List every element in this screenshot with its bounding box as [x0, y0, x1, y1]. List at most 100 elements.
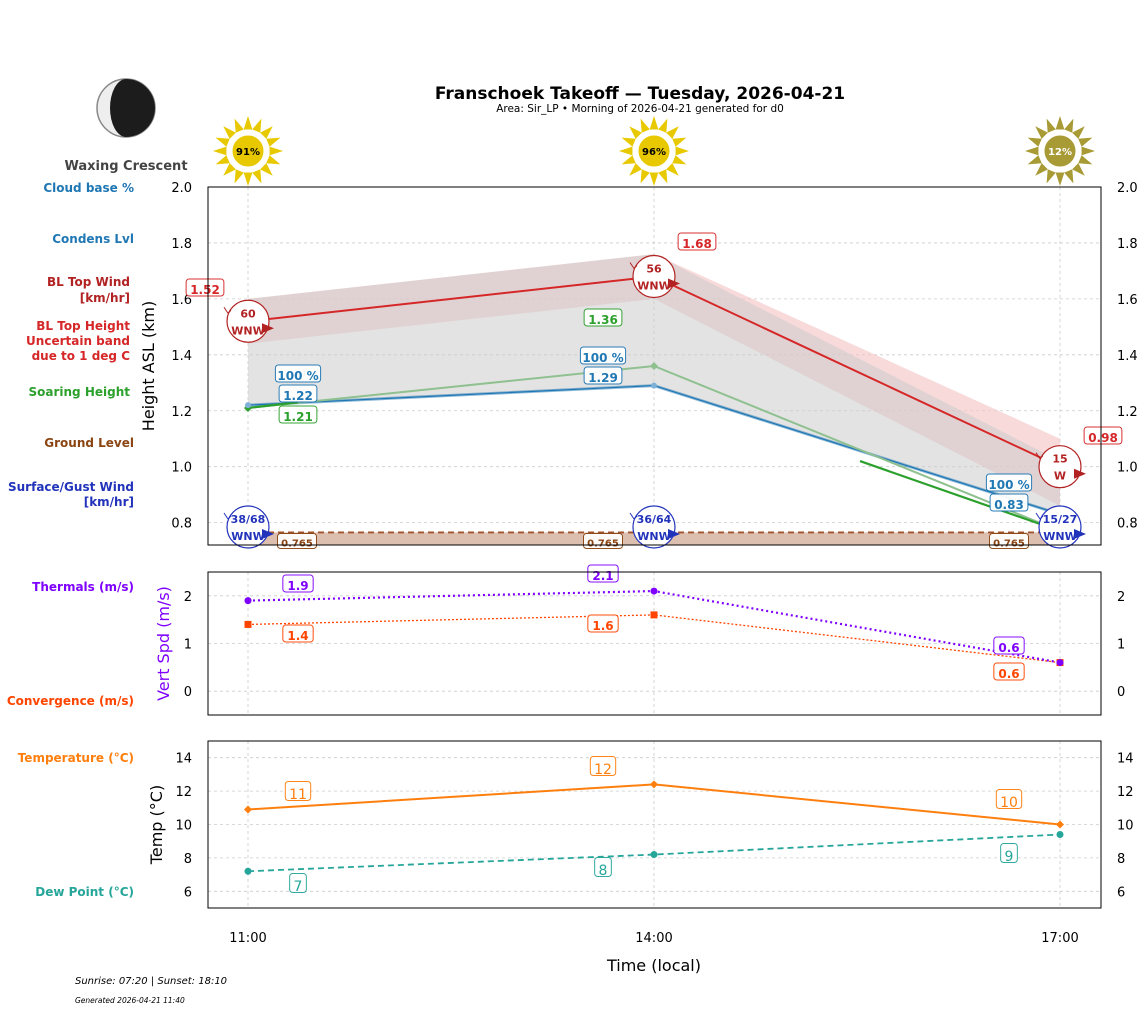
thermal-point	[244, 597, 252, 605]
surface-wind-speed: 36/64	[637, 513, 672, 526]
sun-icon: 96%	[619, 116, 689, 186]
bl-top-label: 1.52	[190, 283, 220, 297]
y-tick-right: 1.0	[1117, 461, 1138, 476]
thermal-label: 1.9	[287, 579, 308, 593]
label-bl-wind: BL Top Wind	[47, 275, 130, 289]
bl-wind-circle	[632, 254, 676, 299]
y-tick-right: 2.0	[1117, 181, 1138, 196]
soaring-label: 1.36	[588, 313, 618, 327]
bl-wind-circle	[226, 299, 270, 343]
y-tick-right: 14	[1117, 752, 1134, 767]
thermal-label: 2.1	[592, 569, 613, 583]
y-tick-right: 10	[1117, 819, 1134, 834]
sun-rays-icon	[213, 116, 283, 186]
y-tick-right: 2	[1117, 590, 1125, 605]
label-surface-wind: Surface/Gust Wind	[8, 480, 134, 494]
condens-label: 0.83	[994, 498, 1024, 512]
label-temperature: Temperature (°C)	[18, 751, 134, 765]
y-tick-right: 6	[1117, 885, 1125, 900]
bl-wind-speed: 56	[646, 263, 662, 276]
dew-point-label-box	[1000, 843, 1018, 863]
plot-frame-2	[207, 740, 1102, 909]
bl-wind-speed: 60	[240, 307, 256, 320]
thermal-label: 0.6	[998, 641, 1019, 655]
bl-wind-direction: W	[1054, 470, 1066, 483]
y-tick-left: 2.0	[171, 181, 192, 196]
bl-wind-barb-icon	[629, 262, 638, 269]
y-tick-left: 1	[184, 638, 192, 653]
y-tick-left: 10	[175, 819, 192, 834]
bl-wind-speed: 15	[1052, 453, 1067, 466]
y-tick-right: 8	[1117, 852, 1125, 867]
surface-wind-circle	[226, 505, 270, 549]
bl-wind-arrow-icon	[668, 278, 680, 289]
condens-label-box	[583, 366, 623, 385]
soaring-line-end	[859, 460, 1061, 533]
soaring-label-box	[583, 308, 623, 327]
bl-top-label-box	[185, 278, 225, 297]
temperature-label-box	[995, 789, 1023, 809]
surface-wind-arrow-icon	[1074, 529, 1086, 539]
y-tick-right: 1.8	[1117, 237, 1138, 252]
bl-wind-circle	[1038, 445, 1082, 489]
thermal-label-box	[993, 636, 1025, 655]
y-tick-left: 0	[184, 685, 192, 700]
x-tick-label: 14:00	[635, 931, 672, 946]
label-bl-wind-unit: [km/hr]	[80, 291, 130, 305]
side-labels: Cloud base % Condens Lvl BL Top Wind [km…	[7, 181, 134, 899]
condens-point	[245, 402, 251, 409]
convergence-label-box	[282, 624, 314, 643]
bl-wind-direction: WNW	[637, 280, 670, 293]
surface-wind-circle	[1038, 505, 1082, 549]
thermal-label-box	[282, 574, 314, 593]
y-tick-right: 12	[1117, 785, 1134, 800]
y-axis-label-2: Temp (°C)	[147, 785, 166, 865]
label-uncertain-band: Uncertain band	[26, 334, 130, 348]
bl-wind-direction: WNW	[231, 324, 264, 337]
convergence-point	[650, 611, 658, 619]
bl-top-label: 1.68	[682, 237, 712, 251]
sun-disc	[1043, 134, 1077, 168]
surface-wind-speed: 38/68	[231, 513, 266, 526]
sun-disc	[231, 134, 265, 168]
cloud-pct-label-box	[579, 346, 627, 365]
generated-timestamp: Generated 2026-04-21 11:40	[75, 996, 185, 1005]
surface-wind-arrow-icon	[262, 529, 274, 539]
y-tick-right: 0.8	[1117, 517, 1138, 532]
surface-wind-barb-icon	[629, 512, 638, 520]
y-tick-left: 2	[184, 590, 192, 605]
soaring-label-box	[278, 405, 318, 424]
label-deg-c: due to 1 deg C	[32, 349, 131, 363]
surface-wind-arrow-icon	[668, 529, 680, 539]
y-tick-left: 1.4	[171, 349, 192, 364]
surface-wind-direction: WNW	[1043, 530, 1076, 543]
y-axis-label-1: Vert Spd (m/s)	[154, 586, 173, 701]
soaring-point	[650, 362, 658, 370]
y-tick-right: 1.6	[1117, 293, 1138, 308]
bl-top-label: 0.98	[1088, 431, 1118, 445]
y-axis-label-0: Height ASL (km)	[139, 301, 158, 431]
ground-level-label: 0.765	[587, 539, 619, 550]
sun-rays-icon	[619, 116, 689, 186]
surface-wind-barb-icon	[223, 512, 232, 520]
condens-label-box	[278, 384, 318, 403]
y-tick-left: 6	[184, 885, 192, 900]
surface-wind-barb-icon	[1035, 512, 1044, 520]
ground-level-label: 0.765	[993, 539, 1025, 550]
dew-point-line	[247, 833, 1061, 873]
thermal-point	[650, 587, 658, 595]
y-tick-right: 1.2	[1117, 405, 1138, 420]
dew-point-point	[1056, 831, 1064, 839]
y-tick-right: 0	[1117, 685, 1125, 700]
y-tick-left: 14	[175, 752, 192, 767]
dew-point-label: 7	[294, 879, 303, 895]
temperature-point	[650, 780, 658, 789]
sun-rays-icon	[1025, 116, 1095, 186]
surface-wind-direction: WNW	[637, 530, 670, 543]
thermal-label-box	[587, 564, 619, 583]
y-tick-left: 1.2	[171, 405, 192, 420]
dew-point-label: 9	[1005, 849, 1014, 865]
sunrise-sunset: Sunrise: 07:20 | Sunset: 18:10	[75, 976, 227, 987]
plot-frame-0	[207, 186, 1102, 546]
cloud-pct-label: 100 %	[277, 369, 318, 383]
